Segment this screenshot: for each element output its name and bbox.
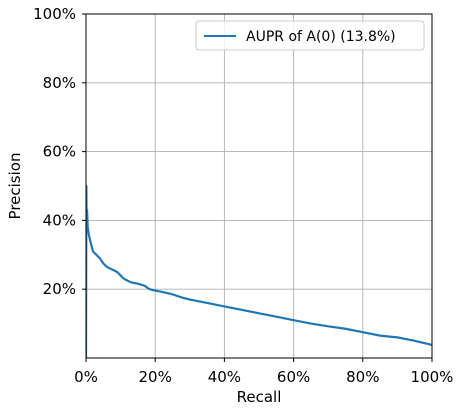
legend-box <box>195 20 425 51</box>
grid-lines <box>85 13 433 358</box>
y-tick-label: 40% <box>43 211 76 229</box>
x-tick-label: 100% <box>411 368 454 386</box>
x-axis-label: Recall <box>237 388 282 404</box>
legend-label: AUPR of A(0) (13.8%) <box>246 29 396 45</box>
y-tick-label: 80% <box>43 74 76 92</box>
y-tick-label: 60% <box>43 143 76 161</box>
y-axis-ticks: 20% 40% 60% 80% 100% <box>33 5 86 298</box>
series-layer <box>86 184 432 358</box>
x-tick-label: 40% <box>208 368 241 386</box>
x-tick-label: 60% <box>277 368 310 386</box>
y-tick-label: 20% <box>43 280 76 298</box>
y-axis-label: Precision <box>6 153 24 220</box>
plot-frame <box>85 13 433 359</box>
legend: AUPR of A(0) (13.8%) <box>195 20 425 51</box>
x-axis-ticks: 0% 20% 40% 60% 80% 100% <box>74 358 453 386</box>
x-tick-label: 0% <box>74 368 98 386</box>
y-tick-label: 100% <box>33 5 76 23</box>
series-line <box>86 184 432 358</box>
x-tick-label: 80% <box>346 368 379 386</box>
x-tick-label: 20% <box>139 368 172 386</box>
